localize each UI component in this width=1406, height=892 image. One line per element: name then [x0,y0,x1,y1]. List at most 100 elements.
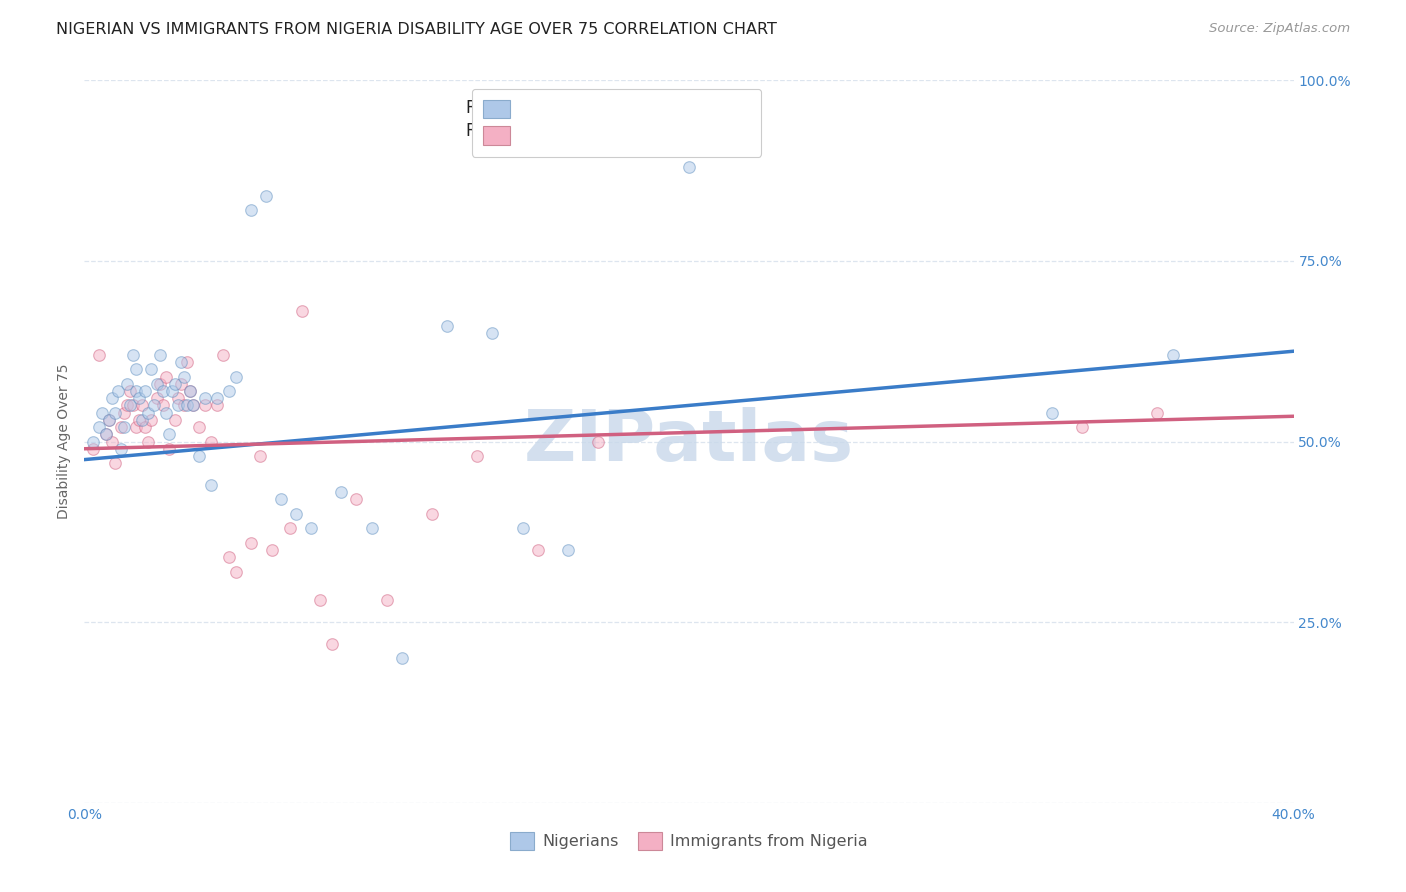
Point [194,391,217,405]
Point [110,442,132,456]
Point [118,398,141,412]
Point [1161,348,1184,362]
Point [188,449,211,463]
Point [588,434,610,449]
Point [181,398,204,412]
Text: 55: 55 [617,99,638,117]
Point [436,318,458,333]
Text: 0.064: 0.064 [508,122,555,140]
Point [557,542,579,557]
Point [104,406,127,420]
Point [218,384,240,398]
Y-axis label: Disability Age Over 75: Disability Age Over 75 [58,364,72,519]
Point [1040,406,1063,420]
Point [194,398,217,412]
Point [309,593,332,607]
Point [89,420,111,434]
Point [149,376,172,391]
Point [104,456,127,470]
Point [225,565,247,579]
Point [125,362,148,376]
Point [167,398,190,412]
Point [125,384,148,398]
Point [152,384,174,398]
Point [112,420,135,434]
Legend: Nigerians, Immigrants from Nigeria: Nigerians, Immigrants from Nigeria [503,826,875,856]
Point [121,348,143,362]
Point [155,369,177,384]
Text: N =: N = [574,122,606,140]
Point [239,203,262,218]
Point [165,413,187,427]
Point [375,593,398,607]
Point [179,384,201,398]
Point [112,406,135,420]
Text: 51: 51 [617,122,638,140]
Point [200,478,222,492]
Point [467,449,489,463]
Point [125,420,148,434]
Point [155,406,177,420]
Point [165,376,187,391]
Point [91,406,114,420]
Point [94,427,117,442]
Point [391,651,413,665]
Point [321,637,343,651]
Point [89,348,111,362]
Text: Source: ZipAtlas.com: Source: ZipAtlas.com [1209,22,1350,36]
Point [131,398,153,412]
Point [299,521,322,535]
Text: R =: R = [467,99,498,117]
Point [481,326,503,340]
Point [149,348,172,362]
Point [139,362,162,376]
Point [173,369,195,384]
Text: N =: N = [574,99,606,117]
Point [1071,420,1094,434]
Point [254,189,277,203]
Point [115,376,138,391]
Point [170,376,193,391]
Point [110,420,132,434]
Point [146,376,169,391]
Point [157,442,180,456]
Point [512,521,534,535]
Point [139,413,162,427]
Point [107,384,129,398]
Point [115,398,138,412]
Point [134,420,156,434]
Point [360,521,382,535]
Point [285,507,308,521]
Point [1146,406,1168,420]
Point [270,492,292,507]
Point [121,398,143,412]
Point [291,304,314,318]
Point [128,391,150,405]
Point [181,398,204,412]
Point [142,398,165,412]
Point [260,542,283,557]
Text: 0.164: 0.164 [508,99,555,117]
Point [82,434,104,449]
Point [118,384,141,398]
Point [100,434,122,449]
Point [136,434,159,449]
Point [82,442,104,456]
Point [239,535,262,549]
Point [157,427,180,442]
Text: R =: R = [467,122,498,140]
Point [278,521,301,535]
Point [527,542,550,557]
Point [170,355,193,369]
Point [188,420,211,434]
Point [173,398,195,412]
Point [179,384,201,398]
Point [160,384,183,398]
Point [249,449,271,463]
Point [176,398,198,412]
Point [207,398,229,412]
Point [212,348,235,362]
Point [330,485,353,500]
Point [420,507,443,521]
Point [200,434,222,449]
